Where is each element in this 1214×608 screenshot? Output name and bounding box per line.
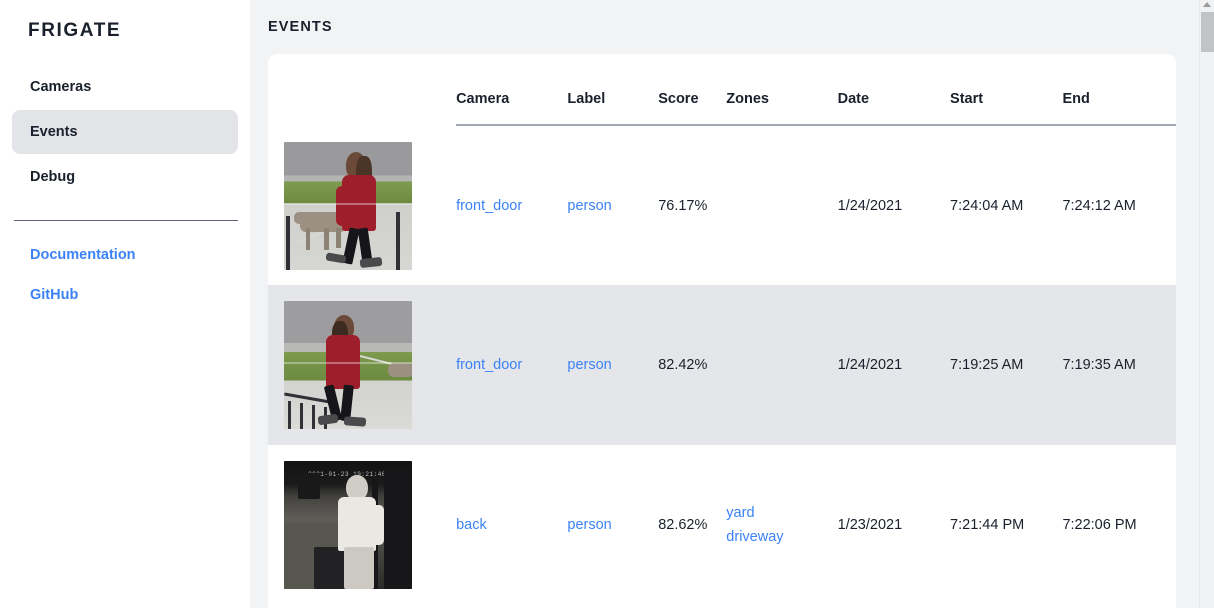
column-header-score[interactable]: Score: [658, 54, 727, 126]
event-start-cell: 7:19:25 AM: [950, 285, 1063, 445]
column-header-zones[interactable]: Zones: [726, 54, 838, 126]
event-camera-link[interactable]: front_door: [456, 197, 523, 214]
event-date-cell: 1/23/2021: [837, 517, 903, 533]
sidebar-nav: Cameras Events Debug: [0, 65, 250, 199]
table-header-row: Camera Label Score Zones Date Start End: [268, 54, 1176, 126]
event-label-link[interactable]: person: [567, 517, 612, 533]
ir-timestamp-overlay: 2021-01-23 19:21:46: [308, 471, 386, 478]
main-content: EVENTS Camera Label Score Zones Date Sta…: [250, 0, 1214, 608]
event-zones-cell: [726, 285, 838, 445]
event-thumbnail-image[interactable]: [284, 141, 412, 270]
sidebar-link-github[interactable]: GitHub: [30, 286, 79, 303]
event-end-cell: 7:19:35 AM: [1062, 285, 1176, 445]
sidebar-item-events[interactable]: Events: [12, 109, 238, 154]
event-date-cell: 1/24/2021: [837, 285, 951, 445]
events-table: Camera Label Score Zones Date Start End: [268, 54, 1176, 605]
sidebar: FRIGATE Cameras Events Debug Documentati…: [0, 0, 250, 608]
event-score-cell: 76.17%: [658, 197, 708, 214]
sidebar-divider: [14, 219, 238, 221]
column-header-camera[interactable]: Camera: [456, 54, 568, 126]
events-table-head: Camera Label Score Zones Date Start End: [268, 54, 1176, 126]
sidebar-item-cameras[interactable]: Cameras: [30, 78, 92, 95]
event-zone-link-driveway[interactable]: driveway: [726, 529, 784, 545]
event-camera-cell: front_door: [456, 125, 567, 285]
event-label-cell: person: [567, 125, 658, 285]
page-title: EVENTS: [268, 19, 333, 35]
event-zone-link-yard[interactable]: yard: [726, 505, 755, 521]
event-label-link[interactable]: person: [567, 197, 612, 214]
column-header-end[interactable]: End: [1062, 54, 1176, 126]
event-thumbnail-cell[interactable]: [268, 285, 457, 445]
table-row[interactable]: front_door person 82.42% 1/24/2021 7:19:…: [268, 285, 1176, 445]
event-thumbnail-image[interactable]: 2021-01-23 19:21:46: [284, 461, 412, 589]
event-end-cell: 7:22:06 PM: [1062, 517, 1137, 533]
event-start-cell: 7:21:44 PM: [950, 517, 1025, 533]
column-header-thumbnail: [268, 54, 456, 125]
event-score-cell: 82.62%: [658, 517, 708, 533]
event-label-link[interactable]: person: [567, 357, 612, 373]
event-camera-link[interactable]: front_door: [456, 357, 523, 373]
event-zones-cell: [726, 125, 837, 285]
events-table-body: front_door person 76.17% 1/24/2021 7:24:…: [268, 125, 1176, 605]
page-scrollbar[interactable]: [1199, 0, 1214, 608]
scrollbar-thumb[interactable]: [1201, 12, 1214, 52]
table-row[interactable]: front_door person 76.17% 1/24/2021 7:24:…: [268, 125, 1176, 285]
event-thumbnail-cell[interactable]: [268, 125, 456, 285]
event-score-cell: 82.42%: [658, 285, 727, 445]
event-camera-link[interactable]: back: [456, 517, 487, 533]
column-header-date[interactable]: Date: [837, 54, 951, 126]
sidebar-item-debug[interactable]: Debug: [30, 168, 76, 185]
events-card: Camera Label Score Zones Date Start End: [268, 54, 1176, 608]
event-date-cell: 1/24/2021: [837, 197, 903, 214]
column-header-start[interactable]: Start: [950, 54, 1063, 126]
app-brand-title: FRIGATE: [28, 20, 122, 41]
event-camera-cell: front_door: [456, 285, 568, 445]
event-thumbnail-cell[interactable]: 2021-01-23 19:21:46: [268, 445, 456, 605]
event-label-cell: person: [567, 285, 659, 445]
table-row[interactable]: 2021-01-23 19:21:46: [268, 445, 1176, 605]
triangle-up-icon[interactable]: [1203, 2, 1211, 7]
column-header-label[interactable]: Label: [567, 54, 659, 126]
sidebar-external-links: Documentation GitHub: [0, 235, 250, 315]
event-label-cell: person: [567, 445, 658, 605]
event-camera-cell: back: [456, 445, 567, 605]
event-zones-cell: yard driveway: [726, 445, 837, 605]
event-start-cell: 7:24:04 AM: [950, 197, 1024, 214]
sidebar-link-documentation[interactable]: Documentation: [30, 246, 136, 263]
event-thumbnail-image[interactable]: [284, 301, 412, 429]
event-end-cell: 7:24:12 AM: [1062, 197, 1136, 214]
